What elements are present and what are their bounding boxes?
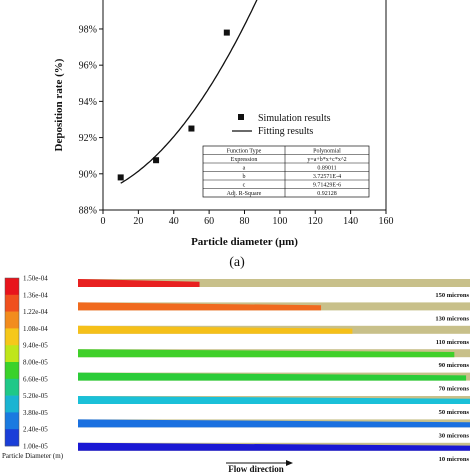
colorbar-segment <box>5 328 19 346</box>
y-tick-label: 92% <box>79 133 97 144</box>
legend-label-fitting: Fitting results <box>258 126 313 137</box>
track-deposition <box>78 419 470 428</box>
data-point <box>117 174 124 181</box>
y-axis-label: Deposition rate (%) <box>53 58 65 151</box>
flow-arrow-head <box>286 460 293 466</box>
x-tick-label: 100 <box>272 216 287 227</box>
legend-label-simulation: Simulation results <box>258 113 331 124</box>
colorbar-segment <box>5 429 19 447</box>
fit-table-key: b <box>243 174 246 180</box>
colorbar-label: 1.00e-05 <box>23 443 48 451</box>
x-tick-label: 40 <box>169 216 179 227</box>
fit-table-value: 3.72571E-4 <box>313 174 341 180</box>
flow-direction-label: Flow direction <box>228 464 284 474</box>
track-label: 10 microns <box>439 456 470 463</box>
track-deposition <box>78 372 467 381</box>
data-point <box>223 29 230 36</box>
x-tick-label: 120 <box>308 216 323 227</box>
track-deposition <box>78 325 353 334</box>
track-deposition <box>78 396 470 404</box>
colorbar-segment <box>5 345 19 363</box>
fit-table-key: Adj. R-Square <box>227 191 262 197</box>
colorbar-label: 2.40e-05 <box>23 426 48 434</box>
colorbar-segment <box>5 311 19 329</box>
track-label: 130 microns <box>435 315 469 322</box>
track-channel <box>78 279 470 287</box>
fit-table-value: 0.92128 <box>317 191 337 197</box>
colorbar-segment <box>5 378 19 396</box>
fit-table-key: Function Type <box>227 148 262 154</box>
colorbar-label: 6.60e-05 <box>23 375 48 383</box>
colorbar-frame <box>4 277 20 447</box>
x-tick-label: 160 <box>379 216 394 227</box>
panel-label: (a) <box>229 255 245 270</box>
colorbar-label: 1.08e-04 <box>23 325 48 333</box>
x-tick-label: 60 <box>204 216 214 227</box>
colorbar-label: 3.80e-05 <box>23 409 48 417</box>
x-axis-label: Particle diameter (μm) <box>191 236 298 248</box>
colorbar-title: Particle Diameter (m) <box>2 452 64 460</box>
x-tick-label: 0 <box>101 216 106 227</box>
x-tick-label: 80 <box>240 216 250 227</box>
x-tick-label: 20 <box>133 216 143 227</box>
y-tick-label: 88% <box>79 206 97 217</box>
track-label: 150 microns <box>435 292 469 299</box>
track-deposition <box>78 302 322 311</box>
track-deposition <box>78 442 470 451</box>
track-label: 50 microns <box>439 409 470 416</box>
y-tick-label: 98% <box>79 24 97 35</box>
y-tick-label: 90% <box>79 169 97 180</box>
colorbar-label: 9.40e-05 <box>23 342 48 350</box>
colorbar-label: 1.22e-04 <box>23 308 48 316</box>
fit-table-key: Expression <box>231 157 258 163</box>
colorbar-label: 8.00e-05 <box>23 359 48 367</box>
fit-table-value: Polynomial <box>313 148 341 154</box>
track-deposition <box>78 349 455 358</box>
track-label: 70 microns <box>439 386 470 393</box>
fitting-curve <box>120 0 258 184</box>
track-label: 110 microns <box>436 339 470 346</box>
panel-a-chart: 0 20 40 60 80 100 120 140 160 88% 90% 92% 94% 96% 98% P… <box>53 0 394 270</box>
colorbar-segment <box>5 412 19 430</box>
colorbar-segment <box>5 395 19 413</box>
track-label: 30 microns <box>439 432 470 439</box>
fit-table-key: a <box>243 165 246 171</box>
data-point <box>188 125 195 132</box>
y-tick-label: 96% <box>79 61 97 72</box>
colorbar-segment <box>5 294 19 312</box>
track-deposition <box>78 279 200 287</box>
colorbar-segment <box>5 278 19 296</box>
data-point <box>153 157 160 164</box>
colorbar-segment <box>5 362 19 380</box>
colorbar-label: 5.20e-05 <box>23 392 48 400</box>
y-tick-label: 94% <box>79 97 97 108</box>
x-tick-label: 140 <box>343 216 358 227</box>
panel-b-heatmap: 1.50e-04 1.36e-04 1.22e-04 1.08e-04 9.40e-05… <box>2 275 470 474</box>
legend-marker-simulation <box>238 114 244 120</box>
track-label: 90 microns <box>439 362 470 369</box>
fit-table-value: 9.71429E-6 <box>313 182 341 188</box>
colorbar-label: 1.36e-04 <box>23 291 48 299</box>
fit-table-key: c <box>243 182 246 188</box>
fit-table-value: y=a+b*x+c*x^2 <box>307 157 346 163</box>
fit-table-value: 0.89011 <box>317 165 336 171</box>
colorbar-label: 1.50e-04 <box>23 275 48 283</box>
